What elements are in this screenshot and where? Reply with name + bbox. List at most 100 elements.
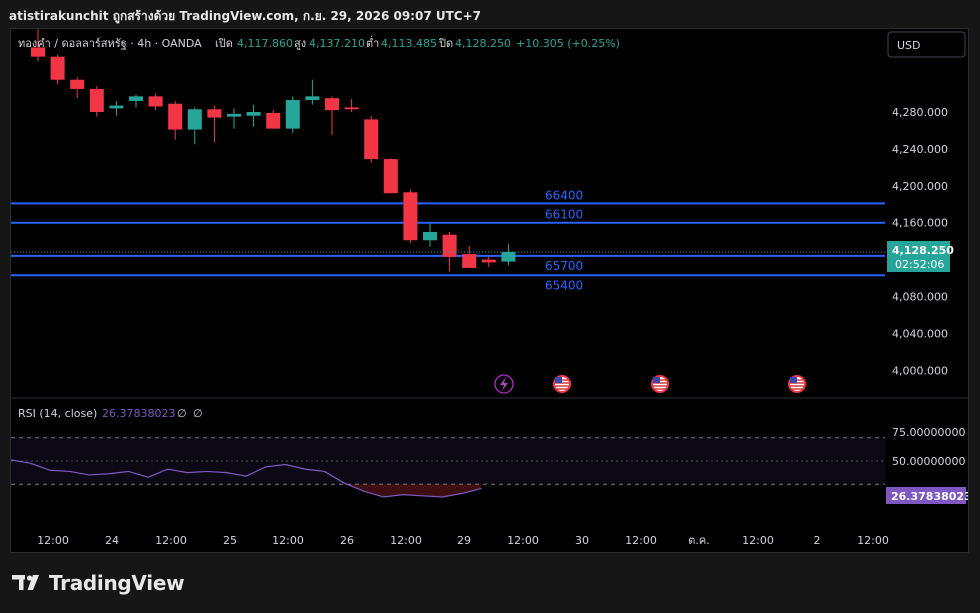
flag-stripe — [653, 388, 667, 390]
candle-body — [364, 119, 379, 160]
time-axis[interactable]: 12:00 24 12:00 25 12:00 26 12:00 29 12:00 30 12:00… — [37, 534, 889, 547]
candle[interactable] — [403, 189, 418, 244]
candle-body — [187, 109, 202, 130]
chart-canvas[interactable]: 4,000.0004,040.0004,080.0004,120.0004,16… — [10, 29, 972, 552]
time-tick-label: 12:00 — [37, 534, 69, 547]
candle[interactable] — [383, 158, 398, 194]
candle-body — [50, 56, 65, 80]
us-flag-icon[interactable] — [788, 375, 806, 393]
price-tick-label: 4,160.000 — [892, 217, 948, 230]
candle[interactable] — [89, 86, 104, 117]
candle[interactable] — [109, 100, 124, 116]
legend-open: 4,117.860 — [237, 37, 293, 50]
flag-stripe — [555, 388, 569, 390]
rsi-na-2: ∅ — [193, 407, 203, 420]
price-pane[interactable]: 4,000.0004,040.0004,080.0004,120.0004,16… — [11, 29, 966, 394]
candle[interactable] — [148, 93, 163, 111]
rsi-pane[interactable]: 75.00000000 50.00000000 RSI (14, close) 2… — [10, 407, 972, 504]
candle[interactable] — [462, 245, 477, 268]
candle[interactable] — [501, 243, 516, 266]
price-tick-label: 4,000.000 — [892, 364, 948, 377]
candle[interactable] — [50, 54, 65, 85]
candle-body — [31, 47, 45, 57]
legend-close: 4,128.250 — [455, 37, 511, 50]
time-tick-label: 25 — [223, 534, 237, 547]
legend-low-label: ต่ำ — [366, 35, 379, 50]
time-tick-label: 12:00 — [625, 534, 657, 547]
top-bar: atistirakunchit ถูกสร้างด้วย TradingView… — [0, 0, 980, 28]
candle[interactable] — [364, 115, 379, 163]
chart-credit: atistirakunchit ถูกสร้างด้วย TradingView… — [9, 9, 481, 23]
legend-high: 4,137.210 — [309, 37, 365, 50]
candle[interactable] — [481, 255, 496, 268]
candle[interactable] — [168, 100, 183, 140]
flag-canton — [653, 377, 660, 383]
level-label: 65400 — [545, 278, 583, 292]
candle-body — [207, 109, 222, 118]
chart-frame[interactable]: 4,000.0004,040.0004,080.0004,120.0004,16… — [10, 28, 972, 553]
price-badge-price: 4,128.250 — [892, 244, 954, 257]
price-tick-label: 4,200.000 — [892, 180, 948, 193]
time-tick-label: 30 — [575, 534, 589, 547]
flag-canton — [555, 377, 562, 383]
price-tick-label: 4,240.000 — [892, 143, 948, 156]
price-tick-label: 4,280.000 — [892, 106, 948, 119]
candle[interactable] — [246, 104, 261, 127]
price-badge-countdown: 02:52:06 — [895, 258, 944, 271]
candle[interactable] — [285, 96, 300, 134]
candle-body — [325, 98, 339, 111]
horizontal-levels[interactable]: 66400 66100 65700 65400 — [11, 188, 885, 292]
candle-body — [285, 100, 300, 129]
candle-body — [305, 96, 320, 101]
rsi-line — [10, 459, 482, 498]
legend-symbol[interactable]: ทองคำ / ดอลลาร์สหรัฐ · 4h · OANDA — [18, 37, 202, 50]
legend-open-label: เปิด — [215, 37, 233, 50]
flag-stripe — [790, 385, 804, 387]
candle[interactable] — [227, 108, 241, 129]
candle-body — [129, 96, 143, 101]
rsi-na-1: ∅ — [177, 407, 187, 420]
flash-icon[interactable] — [494, 374, 514, 394]
us-flag-icon[interactable] — [651, 375, 669, 393]
level-label: 66100 — [545, 208, 583, 222]
rsi-label[interactable]: RSI (14, close) — [18, 407, 97, 420]
time-tick-label: 12:00 — [857, 534, 889, 547]
legend-high-label: สูง — [294, 37, 306, 50]
rsi-axis[interactable]: 75.00000000 50.00000000 — [892, 426, 965, 468]
candle[interactable] — [344, 99, 359, 113]
rsi-tick-label: 75.00000000 — [892, 426, 965, 439]
currency-button[interactable]: USD — [887, 31, 966, 58]
candle[interactable] — [207, 105, 222, 143]
candle-body — [403, 192, 418, 241]
candle[interactable] — [70, 76, 85, 99]
legend-change: +10.305 (+0.25%) — [516, 37, 620, 50]
flag-stripe — [790, 388, 804, 390]
tradingview-logo[interactable]: TradingView — [12, 571, 185, 595]
candle[interactable] — [305, 79, 320, 105]
us-flag-icon[interactable] — [553, 375, 571, 393]
time-tick-label: 26 — [340, 534, 354, 547]
flag-canton — [790, 377, 797, 383]
candle[interactable] — [129, 94, 143, 108]
candles[interactable] — [31, 29, 516, 272]
candle-body — [266, 112, 281, 129]
level-label: 65700 — [545, 259, 583, 273]
candle[interactable] — [266, 110, 281, 129]
candle[interactable] — [423, 223, 437, 247]
time-tick-label: 12:00 — [390, 534, 422, 547]
rsi-badge-text: 26.37838023 — [891, 490, 968, 503]
price-tick-label: 4,040.000 — [892, 327, 948, 340]
time-tick-label: 24 — [105, 534, 119, 547]
candle-body — [246, 112, 261, 116]
candle-body — [109, 105, 124, 109]
time-tick-label: 12:00 — [155, 534, 187, 547]
time-tick-label: 12:00 — [272, 534, 304, 547]
candle[interactable] — [187, 107, 202, 145]
candle[interactable] — [325, 96, 339, 136]
price-badge: 4,128.250 02:52:06 — [887, 241, 954, 272]
rsi-value-badge: 26.37838023 — [886, 487, 972, 504]
flag-stripe — [653, 385, 667, 387]
time-tick-label: 2 — [814, 534, 821, 547]
candle[interactable] — [31, 29, 45, 62]
candle-body — [344, 107, 359, 110]
